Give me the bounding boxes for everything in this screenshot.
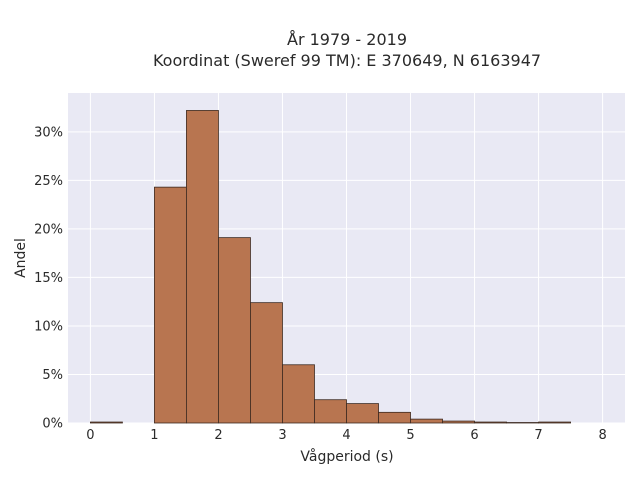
y-tick-label-6: 30% <box>34 125 63 140</box>
y-tick-label-2: 10% <box>34 319 63 334</box>
x-tick-label-3: 3 <box>278 428 286 443</box>
bar-7 <box>314 399 347 424</box>
bar-8 <box>346 403 379 424</box>
bar-6 <box>282 364 315 424</box>
bar-9 <box>378 411 411 424</box>
y-tick-label-4: 20% <box>34 222 63 237</box>
bar-11 <box>442 420 475 424</box>
chart-title-line-2: Koordinat (Sweref 99 TM): E 370649, N 61… <box>153 51 541 70</box>
x-tick-label-4: 4 <box>342 428 350 443</box>
x-tick-label-5: 5 <box>406 428 414 443</box>
y-axis-ticks: 0% 5% 10% 15% 20% 25% 30% <box>34 125 63 431</box>
x-axis-ticks: 0 1 2 3 4 5 6 7 8 <box>86 428 606 443</box>
x-tick-label-6: 6 <box>470 428 478 443</box>
y-tick-label-3: 15% <box>34 271 63 286</box>
y-tick-label-1: 5% <box>42 368 63 383</box>
bar-4 <box>218 237 251 424</box>
y-axis-label: Andel <box>13 238 29 278</box>
chart-title-line-1: År 1979 - 2019 <box>287 30 407 49</box>
x-tick-label-8: 8 <box>598 428 606 443</box>
bar-3 <box>186 110 219 424</box>
y-tick-label-5: 25% <box>34 174 63 189</box>
bar-2 <box>154 186 187 424</box>
x-tick-label-1: 1 <box>150 428 158 443</box>
bar-14 <box>538 421 571 424</box>
bar-10 <box>410 418 443 424</box>
y-tick-label-0: 0% <box>42 417 63 432</box>
bar-5 <box>250 302 283 424</box>
x-tick-label-7: 7 <box>534 428 542 443</box>
bar-0 <box>90 421 123 424</box>
x-axis-label: Vågperiod (s) <box>300 448 393 465</box>
x-tick-label-0: 0 <box>86 428 94 443</box>
x-tick-label-2: 2 <box>214 428 222 443</box>
bars <box>90 110 571 424</box>
bar-12 <box>474 421 507 424</box>
